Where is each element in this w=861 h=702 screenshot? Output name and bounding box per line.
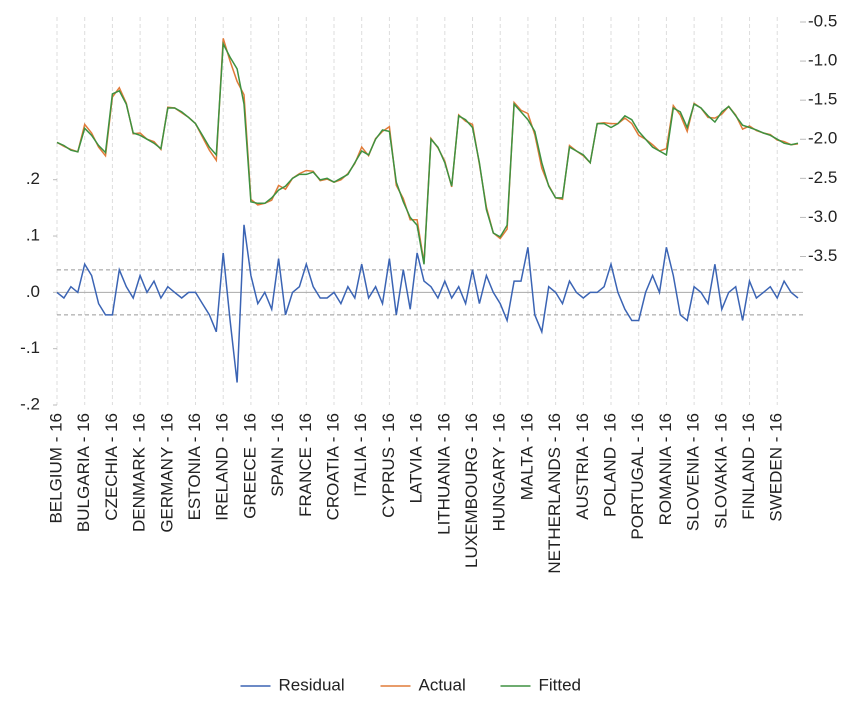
x-tick-label: LITHUANIA - 16 <box>434 413 453 535</box>
y-tick-label: -.2 <box>20 394 40 413</box>
series-line <box>56 41 799 265</box>
x-tick-label: CZECHIA - 16 <box>102 413 121 521</box>
x-tick-label: BELGIUM - 16 <box>46 413 65 524</box>
x-tick-label: MALTA - 16 <box>517 413 536 500</box>
x-tick-label: LUXEMBOURG - 16 <box>462 413 481 568</box>
y-tick-label: .2 <box>26 169 40 188</box>
y2-tick-label: -1.5 <box>808 90 837 109</box>
x-tick-label: SPAIN - 16 <box>268 413 287 497</box>
y2-tick-label: -1.0 <box>808 51 837 70</box>
x-tick-label: SLOVAKIA - 16 <box>711 413 730 529</box>
y2-tick-label: -2.5 <box>808 168 837 187</box>
legend-label: Fitted <box>539 675 582 694</box>
y2-tick-label: -3.5 <box>808 246 837 265</box>
x-tick-label: AUSTRIA - 16 <box>573 413 592 520</box>
x-tick-label: POLAND - 16 <box>601 413 620 517</box>
x-tick-label: DENMARK - 16 <box>130 413 149 532</box>
x-tick-label: NETHERLANDS - 16 <box>545 413 564 574</box>
y-tick-label: .1 <box>26 226 40 245</box>
x-tick-label: FRANCE - 16 <box>296 413 315 517</box>
y2-tick-label: -0.5 <box>808 11 837 30</box>
x-tick-label: ESTONIA - 16 <box>185 413 204 520</box>
x-tick-label: ITALIA - 16 <box>351 413 370 497</box>
x-tick-label: CROATIA - 16 <box>323 413 342 520</box>
x-tick-label: SWEDEN - 16 <box>767 413 786 522</box>
x-tick-label: LATVIA - 16 <box>407 413 426 503</box>
legend-label: Actual <box>419 675 466 694</box>
x-tick-label: HUNGARY - 16 <box>490 413 509 531</box>
y2-tick-label: -3.0 <box>808 207 837 226</box>
y2-tick-label: -2.0 <box>808 129 837 148</box>
x-tick-label: PORTUGAL - 16 <box>628 413 647 540</box>
x-tick-label: ROMANIA - 16 <box>656 413 675 525</box>
x-tick-label: SLOVENIA - 16 <box>684 413 703 531</box>
series-line <box>56 224 799 383</box>
x-tick-label: BULGARIA - 16 <box>74 413 93 532</box>
x-tick-label: IRELAND - 16 <box>213 413 232 521</box>
x-tick-label: GREECE - 16 <box>240 413 259 519</box>
y-tick-label: -.1 <box>20 338 40 357</box>
legend-label: Residual <box>279 675 345 694</box>
x-tick-label: FINLAND - 16 <box>739 413 758 520</box>
x-tick-label: CYPRUS - 16 <box>379 413 398 518</box>
y-tick-label: .0 <box>26 282 40 301</box>
x-tick-label: GERMANY - 16 <box>157 413 176 533</box>
